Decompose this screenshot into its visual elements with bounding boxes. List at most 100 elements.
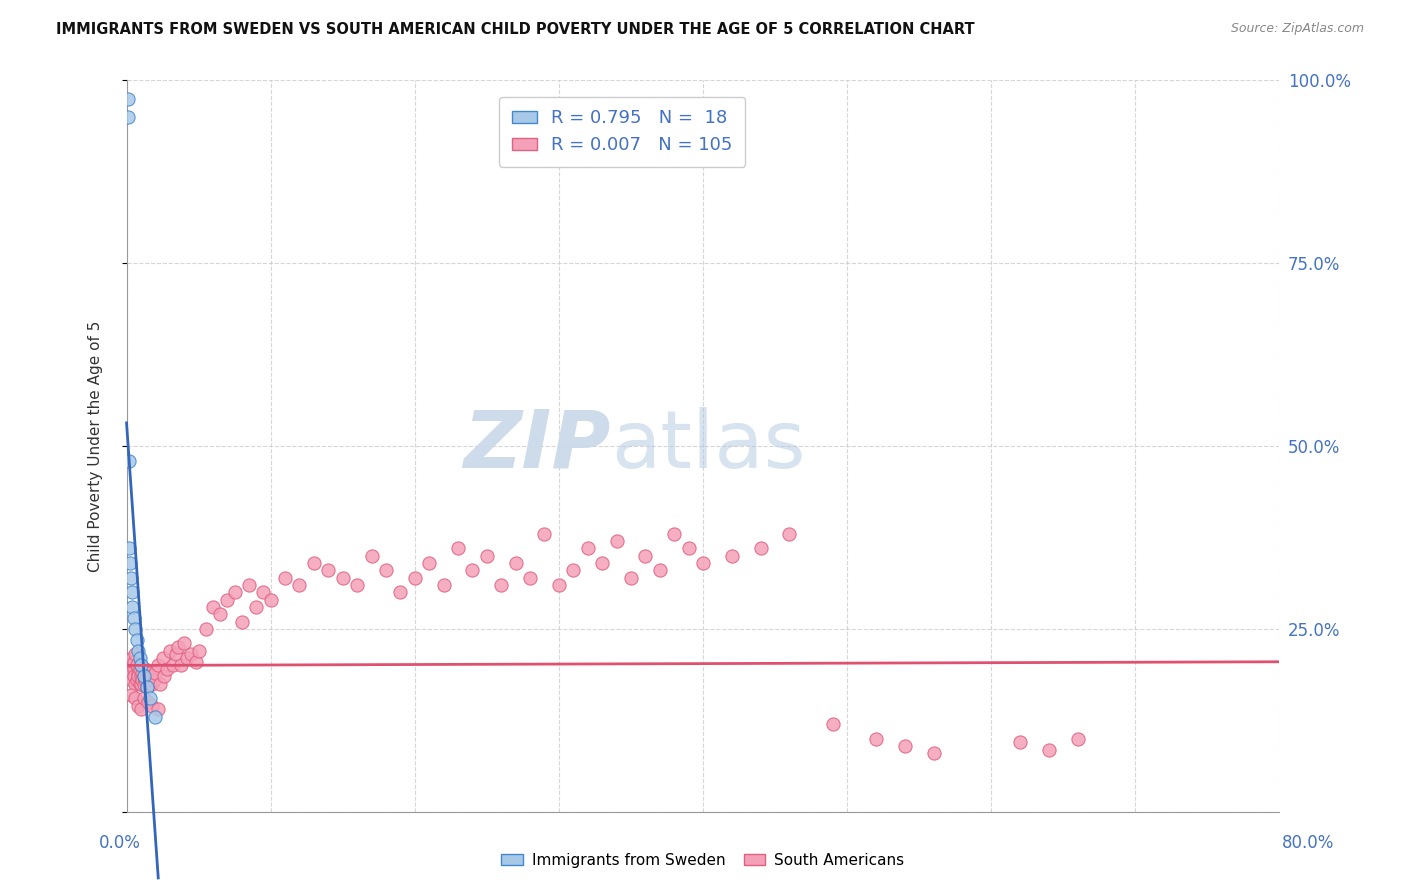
- Point: [170, 658, 193, 673]
- Point: [156, 662, 179, 676]
- Point: [548, 578, 571, 592]
- Point: [259, 592, 281, 607]
- Point: [779, 526, 801, 541]
- Point: [894, 739, 917, 753]
- Point: [209, 607, 232, 622]
- Point: [135, 681, 157, 695]
- Point: [194, 622, 217, 636]
- Point: [245, 599, 267, 614]
- Point: [678, 541, 700, 556]
- Point: [821, 717, 844, 731]
- Point: [153, 669, 176, 683]
- Point: [127, 698, 149, 713]
- Point: [132, 669, 155, 683]
- Point: [302, 556, 325, 570]
- Point: [217, 592, 239, 607]
- Point: [231, 615, 253, 629]
- Point: [121, 599, 143, 614]
- Point: [274, 571, 297, 585]
- Point: [141, 676, 163, 690]
- Point: [332, 571, 354, 585]
- Point: [117, 110, 139, 124]
- Legend: Immigrants from Sweden, South Americans: Immigrants from Sweden, South Americans: [495, 847, 911, 873]
- Point: [922, 746, 945, 760]
- Point: [148, 702, 170, 716]
- Point: [648, 563, 671, 577]
- Point: [141, 698, 163, 713]
- Point: [127, 644, 149, 658]
- Point: [122, 655, 145, 669]
- Text: IMMIGRANTS FROM SWEDEN VS SOUTH AMERICAN CHILD POVERTY UNDER THE AGE OF 5 CORREL: IMMIGRANTS FROM SWEDEN VS SOUTH AMERICAN…: [56, 22, 974, 37]
- Point: [167, 640, 190, 655]
- Point: [127, 665, 149, 680]
- Point: [447, 541, 470, 556]
- Point: [187, 644, 209, 658]
- Point: [389, 585, 412, 599]
- Point: [461, 563, 484, 577]
- Point: [118, 658, 141, 673]
- Point: [591, 556, 613, 570]
- Point: [139, 669, 162, 683]
- Point: [418, 556, 440, 570]
- Point: [118, 453, 141, 467]
- Point: [124, 691, 146, 706]
- Point: [131, 673, 153, 687]
- Y-axis label: Child Poverty Under the Age of 5: Child Poverty Under the Age of 5: [89, 320, 103, 572]
- Point: [124, 648, 146, 662]
- Point: [128, 651, 150, 665]
- Point: [865, 731, 887, 746]
- Point: [180, 648, 202, 662]
- Point: [131, 665, 153, 680]
- Point: [475, 549, 498, 563]
- Legend: R = 0.795   N =  18, R = 0.007   N = 105: R = 0.795 N = 18, R = 0.007 N = 105: [499, 96, 745, 167]
- Point: [136, 673, 159, 687]
- Point: [346, 578, 368, 592]
- Point: [120, 688, 142, 702]
- Point: [121, 651, 143, 665]
- Point: [122, 611, 145, 625]
- Point: [238, 578, 260, 592]
- Point: [129, 702, 152, 716]
- Point: [202, 599, 225, 614]
- Point: [125, 658, 148, 673]
- Point: [491, 578, 513, 592]
- Point: [288, 578, 311, 592]
- Point: [576, 541, 599, 556]
- Point: [118, 541, 141, 556]
- Point: [159, 644, 181, 658]
- Point: [120, 571, 142, 585]
- Point: [121, 585, 143, 599]
- Text: ZIP: ZIP: [464, 407, 610, 485]
- Point: [173, 636, 195, 650]
- Point: [122, 662, 145, 676]
- Point: [162, 658, 184, 673]
- Point: [252, 585, 274, 599]
- Point: [120, 556, 142, 570]
- Point: [148, 658, 170, 673]
- Point: [132, 669, 155, 683]
- Point: [142, 673, 165, 687]
- Text: 0.0%: 0.0%: [98, 834, 141, 852]
- Point: [692, 556, 714, 570]
- Point: [720, 549, 742, 563]
- Point: [127, 669, 149, 683]
- Point: [374, 563, 398, 577]
- Point: [124, 622, 146, 636]
- Point: [125, 673, 148, 687]
- Point: [122, 669, 145, 683]
- Point: [120, 665, 142, 680]
- Point: [145, 709, 166, 723]
- Point: [145, 665, 166, 680]
- Point: [1067, 731, 1090, 746]
- Point: [117, 92, 139, 106]
- Point: [360, 549, 382, 563]
- Text: 80.0%: 80.0%: [1281, 834, 1334, 852]
- Text: Source: ZipAtlas.com: Source: ZipAtlas.com: [1230, 22, 1364, 36]
- Point: [132, 676, 155, 690]
- Point: [121, 673, 143, 687]
- Point: [318, 563, 340, 577]
- Point: [664, 526, 686, 541]
- Point: [176, 651, 198, 665]
- Point: [138, 691, 160, 706]
- Point: [128, 676, 150, 690]
